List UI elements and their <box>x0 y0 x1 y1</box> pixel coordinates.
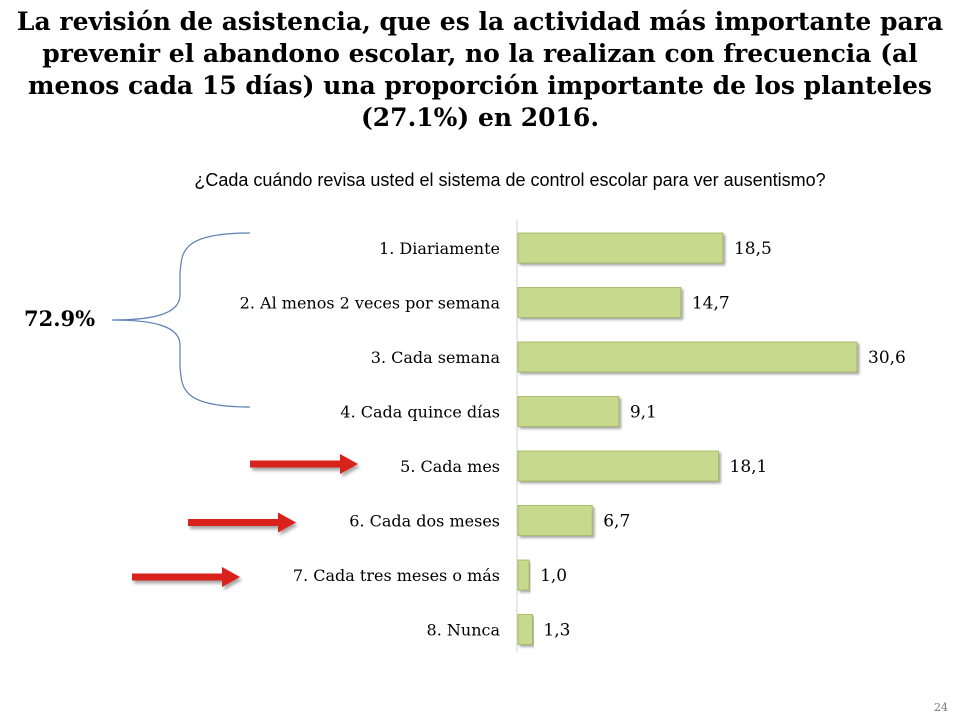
value-labels: 18,5 14,7 30,6 9,1 18,1 6,7 1,0 1,3 <box>540 239 906 641</box>
bar-6 <box>517 505 593 536</box>
category-label: 2. Al menos 2 veces por semana <box>240 294 501 313</box>
arrow-icon <box>188 512 296 533</box>
arrow-icon <box>132 567 240 587</box>
bars-group <box>517 232 858 645</box>
slide-title: La revisión de asistencia, que es la act… <box>16 7 944 132</box>
category-label: 7. Cada tres meses o más <box>293 566 500 585</box>
category-label: 5. Cada mes <box>400 457 500 476</box>
category-label: 8. Nunca <box>427 621 501 640</box>
category-label: 1. Diariamente <box>379 239 500 258</box>
bar-1 <box>517 232 724 264</box>
value-label: 18,5 <box>734 239 772 259</box>
bar-7 <box>517 559 530 591</box>
arrows-group <box>132 454 358 587</box>
value-label: 14,7 <box>692 294 730 314</box>
value-label: 30,6 <box>868 348 906 368</box>
bracket-total-label: 72.9% <box>24 306 96 331</box>
bar-2 <box>517 287 682 318</box>
category-label: 4. Cada quince días <box>340 403 500 422</box>
bracket-72-9 <box>111 232 251 408</box>
chart-subtitle: ¿Cada cuándo revisa usted el sistema de … <box>194 170 826 190</box>
value-label: 1,3 <box>543 621 570 641</box>
bar-3 <box>517 341 858 373</box>
bar-4 <box>517 396 620 427</box>
page-number: 24 <box>934 701 948 714</box>
value-label: 6,7 <box>603 512 630 532</box>
bar-8 <box>517 614 533 645</box>
value-label: 18,1 <box>730 457 768 477</box>
category-label: 6. Cada dos meses <box>349 512 500 531</box>
category-label: 3. Cada semana <box>371 348 501 367</box>
value-label: 9,1 <box>630 403 657 423</box>
value-label: 1,0 <box>540 566 567 586</box>
bar-5 <box>517 450 719 482</box>
category-labels: 1. Diariamente 2. Al menos 2 veces por se… <box>240 239 501 640</box>
arrow-icon <box>250 454 358 474</box>
